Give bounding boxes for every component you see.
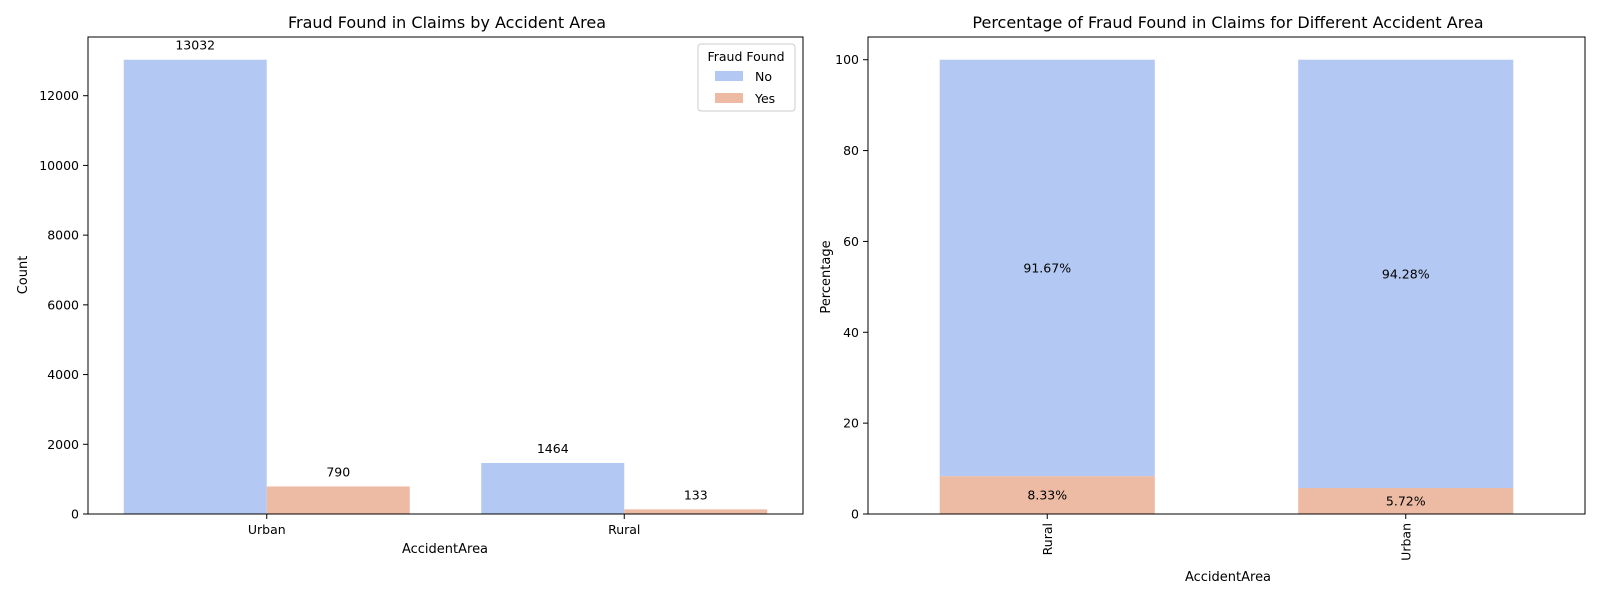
chart2-y-axis: 0 20 40 60 80 100 [835,52,868,522]
legend-swatch-no [715,71,743,81]
data-label-rural-yes: 8.33% [1027,488,1067,503]
chart1-x-axis: Urban Rural [248,514,640,537]
chart2-title: Percentage of Fraud Found in Claims for … [972,13,1483,32]
x-tick-label-rural: Rural [608,522,640,537]
chart1-y-axis: 0 2000 4000 6000 8000 10000 12000 [39,88,88,522]
data-label-urban-no: 94.28% [1382,266,1430,281]
bar-urban-no [1298,59,1514,489]
chart1-frame [87,36,804,515]
chart1-bars [123,59,768,514]
data-label-rural-no: 91.67% [1023,260,1071,275]
y-tick-label-40: 40 [843,325,859,340]
y-tick-label-20: 20 [843,416,859,431]
y-tick-label-100: 100 [835,52,859,67]
data-label-urban-yes: 5.72% [1386,494,1426,509]
chart1-x-axis-label: AccidentArea [402,542,488,557]
y-tick-label-80: 80 [843,143,859,158]
count-chart: Fraud Found in Claims by Accident Area 1… [16,13,804,557]
chart2-frame [867,36,1586,515]
bar-urban-yes [1298,488,1514,514]
bar-urban-no [123,59,267,514]
y-tick-label-12000: 12000 [39,88,79,103]
data-label-rural-no: 1464 [537,441,569,456]
y-tick-label-2000: 2000 [47,437,79,452]
y-tick-label-60: 60 [843,234,859,249]
bar-rural-no [481,462,625,514]
y-tick-label-8000: 8000 [47,228,79,243]
legend-title: Fraud Found [707,49,784,64]
bar-rural-yes [624,509,768,514]
y-tick-label-0: 0 [851,507,859,522]
y-tick-label-4000: 4000 [47,367,79,382]
y-tick-label-10000: 10000 [39,158,79,173]
y-tick-label-0: 0 [71,507,79,522]
legend-label-yes: Yes [754,91,775,106]
legend-label-no: No [755,69,772,84]
chart1-data-labels: 13032 1464 790 133 [175,38,707,503]
bar-rural-yes [939,476,1155,514]
chart2-data-labels: 8.33% 91.67% 5.72% 94.28% [1023,260,1429,508]
chart2-y-axis-label: Percentage [819,240,834,313]
bar-urban-yes [266,486,410,514]
chart1-y-axis-label: Count [16,256,31,295]
data-label-urban-no: 13032 [175,38,215,53]
bar-rural-no [939,59,1155,477]
x-tick-label-rural: Rural [1040,523,1055,555]
chart1-legend: Fraud Found No Yes [697,43,796,112]
chart2-x-axis-label: AccidentArea [1185,570,1271,585]
chart2-bars [939,59,1514,514]
y-tick-label-6000: 6000 [47,297,79,312]
chart2-x-axis: Rural Urban [1040,514,1413,561]
data-label-urban-yes: 790 [326,464,350,479]
data-label-rural-yes: 133 [684,487,708,502]
x-tick-label-urban: Urban [248,522,286,537]
legend-swatch-yes [715,93,743,103]
chart1-title: Fraud Found in Claims by Accident Area [288,13,606,32]
x-tick-label-urban: Urban [1398,523,1413,561]
percentage-chart: Percentage of Fraud Found in Claims for … [819,13,1586,585]
